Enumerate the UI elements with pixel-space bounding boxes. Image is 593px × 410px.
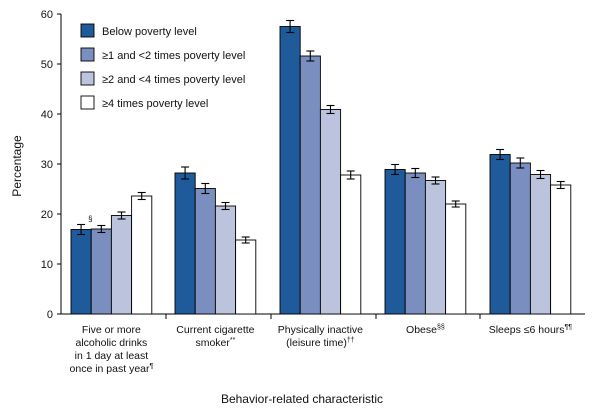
bar — [194, 188, 216, 315]
bar — [299, 55, 321, 315]
bar — [550, 184, 572, 315]
legend-swatch — [80, 71, 95, 86]
bar — [110, 215, 133, 315]
bar — [424, 180, 447, 315]
bar — [70, 229, 92, 315]
bar — [214, 205, 237, 315]
y-tick-label: 40 — [41, 109, 53, 121]
legend-label: ≥1 and <2 times poverty level — [102, 50, 245, 62]
bar — [529, 174, 552, 315]
bar — [131, 195, 153, 315]
bar — [174, 172, 196, 315]
y-tick-label: 60 — [41, 9, 53, 21]
bar — [384, 169, 406, 315]
y-axis-title: Percentage — [10, 135, 24, 197]
legend-label: ≥2 and <4 times poverty level — [102, 74, 245, 86]
category-label: Obese§§ — [406, 324, 445, 336]
category-label: Sleeps ≤6 hours¶¶ — [489, 324, 573, 336]
category-labels: Five or more alcoholic drinks in 1 day at … — [70, 324, 573, 375]
y-tick-label: 20 — [41, 209, 53, 221]
bar — [279, 26, 301, 315]
legend-swatch — [80, 95, 95, 110]
bar — [90, 228, 112, 315]
y-tick-label: 30 — [41, 159, 53, 171]
legend-label: ≥4 times poverty level — [102, 98, 208, 110]
y-tick-label: 50 — [41, 59, 53, 71]
bar — [445, 203, 467, 315]
bar — [235, 239, 257, 315]
x-axis-title: Behavior-related characteristic — [221, 392, 383, 406]
y-tick-label: 0 — [47, 309, 53, 321]
y-tick-label: 10 — [41, 259, 53, 271]
bar — [319, 109, 342, 315]
legend-swatch — [80, 23, 95, 38]
legend-swatch — [80, 47, 95, 62]
category-label: Current cigarette smoker** — [176, 324, 254, 349]
bar — [340, 174, 362, 315]
bar — [489, 154, 511, 315]
bar — [509, 162, 531, 315]
bars: § — [70, 19, 572, 315]
legend: Below poverty level ≥1 and <2 times pover… — [80, 23, 245, 110]
category-label: Physically inactive (leisure time)†† — [278, 324, 363, 349]
legend-label: Below poverty level — [102, 26, 197, 38]
category-label: Five or more alcoholic drinks in 1 day at … — [70, 324, 154, 375]
annotation-label: § — [88, 215, 92, 224]
bar — [404, 172, 426, 315]
